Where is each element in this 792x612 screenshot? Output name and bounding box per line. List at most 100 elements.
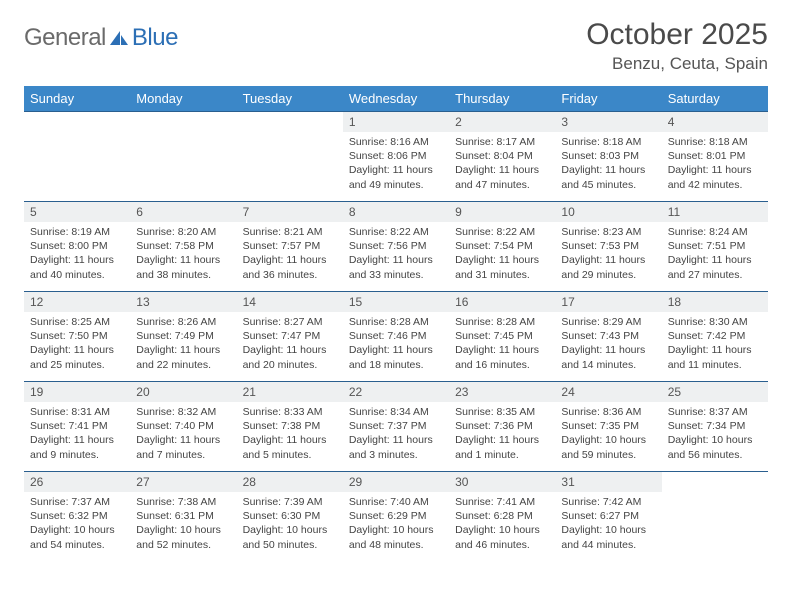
day-details: Sunrise: 8:27 AMSunset: 7:47 PMDaylight:… bbox=[237, 312, 343, 376]
day-details: Sunrise: 8:23 AMSunset: 7:53 PMDaylight:… bbox=[555, 222, 661, 286]
location-text: Benzu, Ceuta, Spain bbox=[586, 54, 768, 74]
calendar-cell: 7Sunrise: 8:21 AMSunset: 7:57 PMDaylight… bbox=[237, 202, 343, 292]
day-number: 13 bbox=[130, 292, 236, 312]
day-number: 27 bbox=[130, 472, 236, 492]
day-number: 24 bbox=[555, 382, 661, 402]
calendar-cell: 16Sunrise: 8:28 AMSunset: 7:45 PMDayligh… bbox=[449, 292, 555, 382]
day-number: 5 bbox=[24, 202, 130, 222]
day-details: Sunrise: 8:26 AMSunset: 7:49 PMDaylight:… bbox=[130, 312, 236, 376]
day-number: 28 bbox=[237, 472, 343, 492]
day-details: Sunrise: 8:37 AMSunset: 7:34 PMDaylight:… bbox=[662, 402, 768, 466]
day-details: Sunrise: 8:34 AMSunset: 7:37 PMDaylight:… bbox=[343, 402, 449, 466]
day-number: 20 bbox=[130, 382, 236, 402]
day-header: Thursday bbox=[449, 86, 555, 112]
day-number: 4 bbox=[662, 112, 768, 132]
day-number: 26 bbox=[24, 472, 130, 492]
day-details: Sunrise: 8:22 AMSunset: 7:56 PMDaylight:… bbox=[343, 222, 449, 286]
day-details: Sunrise: 8:33 AMSunset: 7:38 PMDaylight:… bbox=[237, 402, 343, 466]
calendar-cell: 10Sunrise: 8:23 AMSunset: 7:53 PMDayligh… bbox=[555, 202, 661, 292]
day-number: 22 bbox=[343, 382, 449, 402]
calendar-cell: 30Sunrise: 7:41 AMSunset: 6:28 PMDayligh… bbox=[449, 472, 555, 562]
calendar-cell bbox=[24, 112, 130, 202]
calendar-body: 1Sunrise: 8:16 AMSunset: 8:06 PMDaylight… bbox=[24, 112, 768, 562]
day-details: Sunrise: 8:21 AMSunset: 7:57 PMDaylight:… bbox=[237, 222, 343, 286]
day-details: Sunrise: 8:18 AMSunset: 8:03 PMDaylight:… bbox=[555, 132, 661, 196]
day-number: 21 bbox=[237, 382, 343, 402]
day-number: 15 bbox=[343, 292, 449, 312]
calendar-cell bbox=[130, 112, 236, 202]
calendar-row: 26Sunrise: 7:37 AMSunset: 6:32 PMDayligh… bbox=[24, 472, 768, 562]
calendar-cell: 6Sunrise: 8:20 AMSunset: 7:58 PMDaylight… bbox=[130, 202, 236, 292]
calendar-row: 1Sunrise: 8:16 AMSunset: 8:06 PMDaylight… bbox=[24, 112, 768, 202]
calendar-cell: 26Sunrise: 7:37 AMSunset: 6:32 PMDayligh… bbox=[24, 472, 130, 562]
month-title: October 2025 bbox=[586, 18, 768, 52]
day-header: Sunday bbox=[24, 86, 130, 112]
calendar-row: 19Sunrise: 8:31 AMSunset: 7:41 PMDayligh… bbox=[24, 382, 768, 472]
day-details: Sunrise: 8:32 AMSunset: 7:40 PMDaylight:… bbox=[130, 402, 236, 466]
day-details: Sunrise: 7:39 AMSunset: 6:30 PMDaylight:… bbox=[237, 492, 343, 556]
day-details: Sunrise: 8:35 AMSunset: 7:36 PMDaylight:… bbox=[449, 402, 555, 466]
day-number: 18 bbox=[662, 292, 768, 312]
day-details: Sunrise: 8:19 AMSunset: 8:00 PMDaylight:… bbox=[24, 222, 130, 286]
day-details: Sunrise: 8:18 AMSunset: 8:01 PMDaylight:… bbox=[662, 132, 768, 196]
calendar-cell: 21Sunrise: 8:33 AMSunset: 7:38 PMDayligh… bbox=[237, 382, 343, 472]
day-number: 23 bbox=[449, 382, 555, 402]
day-details: Sunrise: 8:29 AMSunset: 7:43 PMDaylight:… bbox=[555, 312, 661, 376]
calendar-cell: 13Sunrise: 8:26 AMSunset: 7:49 PMDayligh… bbox=[130, 292, 236, 382]
day-number: 11 bbox=[662, 202, 768, 222]
calendar-row: 5Sunrise: 8:19 AMSunset: 8:00 PMDaylight… bbox=[24, 202, 768, 292]
day-number: 7 bbox=[237, 202, 343, 222]
calendar-cell: 9Sunrise: 8:22 AMSunset: 7:54 PMDaylight… bbox=[449, 202, 555, 292]
title-block: October 2025 Benzu, Ceuta, Spain bbox=[586, 18, 768, 74]
day-details: Sunrise: 8:25 AMSunset: 7:50 PMDaylight:… bbox=[24, 312, 130, 376]
day-number: 2 bbox=[449, 112, 555, 132]
day-details: Sunrise: 8:16 AMSunset: 8:06 PMDaylight:… bbox=[343, 132, 449, 196]
day-header: Monday bbox=[130, 86, 236, 112]
calendar-cell: 27Sunrise: 7:38 AMSunset: 6:31 PMDayligh… bbox=[130, 472, 236, 562]
calendar-cell: 18Sunrise: 8:30 AMSunset: 7:42 PMDayligh… bbox=[662, 292, 768, 382]
day-details: Sunrise: 8:17 AMSunset: 8:04 PMDaylight:… bbox=[449, 132, 555, 196]
calendar-cell: 3Sunrise: 8:18 AMSunset: 8:03 PMDaylight… bbox=[555, 112, 661, 202]
day-number: 9 bbox=[449, 202, 555, 222]
calendar-cell bbox=[237, 112, 343, 202]
calendar-cell: 20Sunrise: 8:32 AMSunset: 7:40 PMDayligh… bbox=[130, 382, 236, 472]
calendar-cell: 4Sunrise: 8:18 AMSunset: 8:01 PMDaylight… bbox=[662, 112, 768, 202]
day-number: 29 bbox=[343, 472, 449, 492]
day-number: 30 bbox=[449, 472, 555, 492]
day-number: 8 bbox=[343, 202, 449, 222]
calendar-cell: 23Sunrise: 8:35 AMSunset: 7:36 PMDayligh… bbox=[449, 382, 555, 472]
day-details: Sunrise: 7:37 AMSunset: 6:32 PMDaylight:… bbox=[24, 492, 130, 556]
day-header: Wednesday bbox=[343, 86, 449, 112]
brand-word2: Blue bbox=[132, 24, 178, 52]
calendar-cell: 25Sunrise: 8:37 AMSunset: 7:34 PMDayligh… bbox=[662, 382, 768, 472]
calendar-cell: 31Sunrise: 7:42 AMSunset: 6:27 PMDayligh… bbox=[555, 472, 661, 562]
calendar-cell: 29Sunrise: 7:40 AMSunset: 6:29 PMDayligh… bbox=[343, 472, 449, 562]
day-details: Sunrise: 7:40 AMSunset: 6:29 PMDaylight:… bbox=[343, 492, 449, 556]
day-number: 19 bbox=[24, 382, 130, 402]
calendar-cell: 14Sunrise: 8:27 AMSunset: 7:47 PMDayligh… bbox=[237, 292, 343, 382]
day-details: Sunrise: 8:20 AMSunset: 7:58 PMDaylight:… bbox=[130, 222, 236, 286]
calendar-cell: 2Sunrise: 8:17 AMSunset: 8:04 PMDaylight… bbox=[449, 112, 555, 202]
day-number: 14 bbox=[237, 292, 343, 312]
day-details: Sunrise: 8:28 AMSunset: 7:46 PMDaylight:… bbox=[343, 312, 449, 376]
day-details: Sunrise: 8:28 AMSunset: 7:45 PMDaylight:… bbox=[449, 312, 555, 376]
calendar-cell: 24Sunrise: 8:36 AMSunset: 7:35 PMDayligh… bbox=[555, 382, 661, 472]
calendar-table: SundayMondayTuesdayWednesdayThursdayFrid… bbox=[24, 86, 768, 562]
day-header: Saturday bbox=[662, 86, 768, 112]
page-header: General Blue October 2025 Benzu, Ceuta, … bbox=[24, 18, 768, 74]
day-number: 17 bbox=[555, 292, 661, 312]
day-number: 25 bbox=[662, 382, 768, 402]
day-details: Sunrise: 7:38 AMSunset: 6:31 PMDaylight:… bbox=[130, 492, 236, 556]
brand-logo: General Blue bbox=[24, 18, 178, 52]
calendar-cell: 8Sunrise: 8:22 AMSunset: 7:56 PMDaylight… bbox=[343, 202, 449, 292]
calendar-cell: 11Sunrise: 8:24 AMSunset: 7:51 PMDayligh… bbox=[662, 202, 768, 292]
calendar-row: 12Sunrise: 8:25 AMSunset: 7:50 PMDayligh… bbox=[24, 292, 768, 382]
day-number: 6 bbox=[130, 202, 236, 222]
calendar-cell bbox=[662, 472, 768, 562]
day-details: Sunrise: 7:41 AMSunset: 6:28 PMDaylight:… bbox=[449, 492, 555, 556]
day-details: Sunrise: 8:30 AMSunset: 7:42 PMDaylight:… bbox=[662, 312, 768, 376]
calendar-cell: 1Sunrise: 8:16 AMSunset: 8:06 PMDaylight… bbox=[343, 112, 449, 202]
calendar-cell: 12Sunrise: 8:25 AMSunset: 7:50 PMDayligh… bbox=[24, 292, 130, 382]
day-details: Sunrise: 8:36 AMSunset: 7:35 PMDaylight:… bbox=[555, 402, 661, 466]
day-number: 12 bbox=[24, 292, 130, 312]
